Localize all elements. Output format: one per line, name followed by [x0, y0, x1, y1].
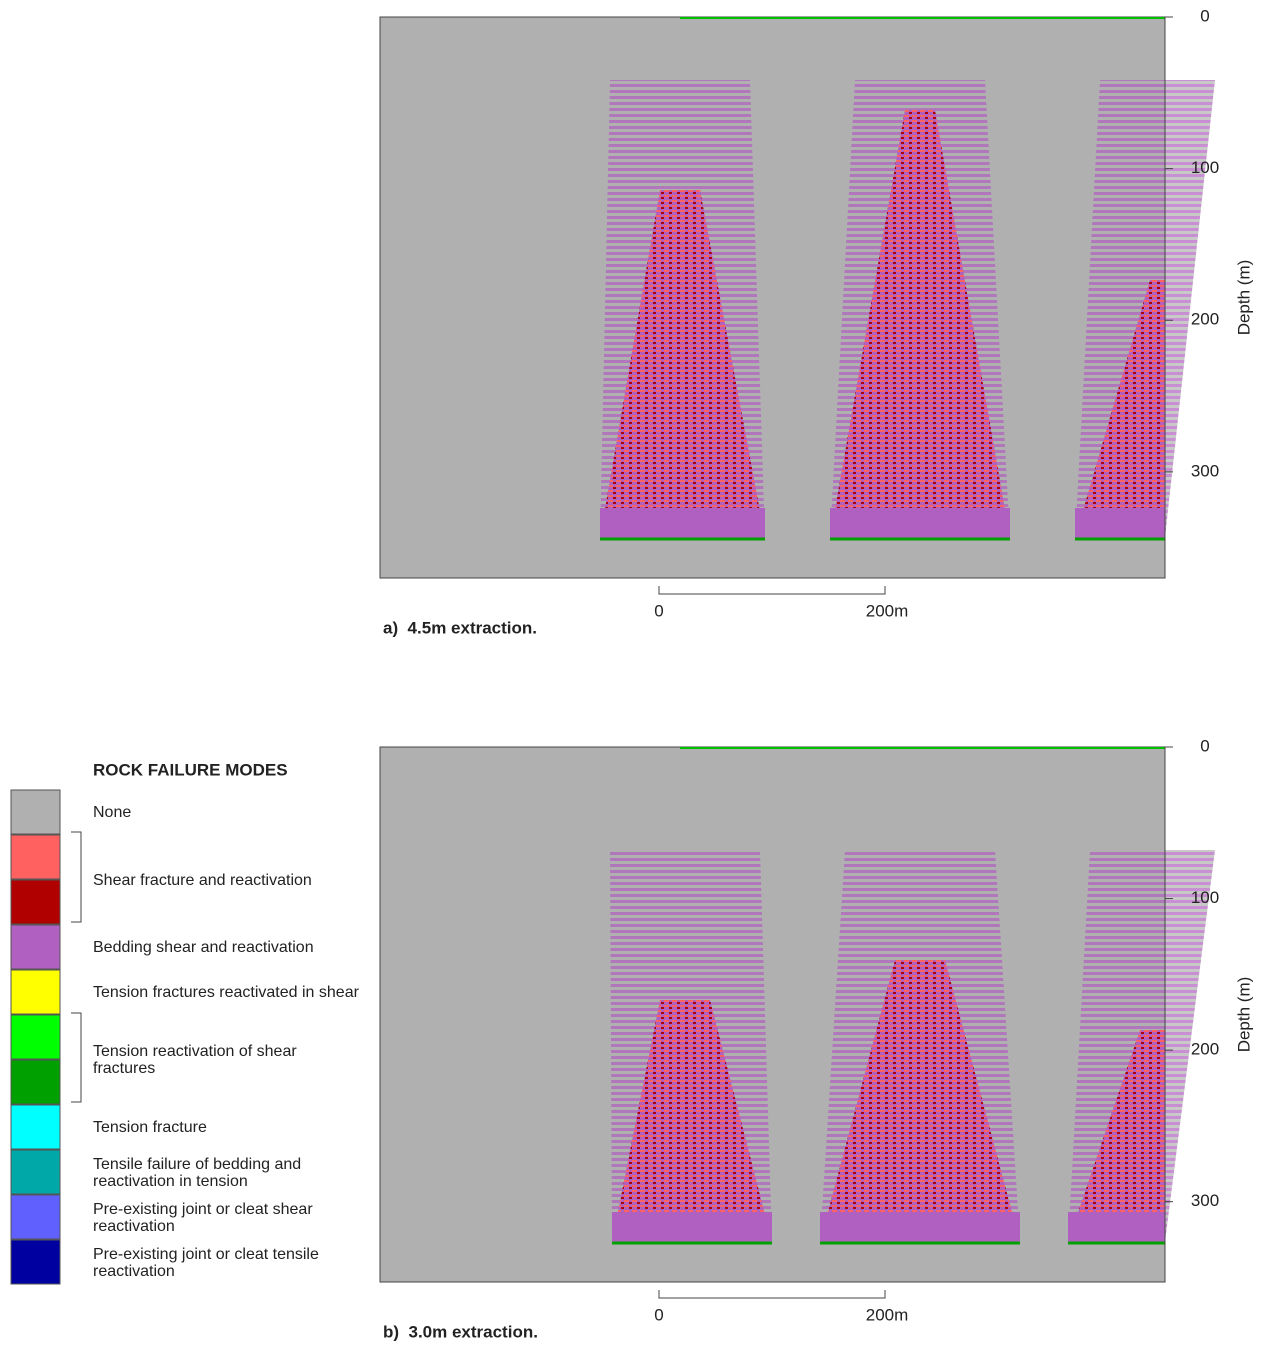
legend-label: Bedding shear and reactivation — [93, 939, 314, 956]
model-image — [379, 16, 1166, 579]
legend-swatch — [10, 969, 61, 1015]
legend-swatch — [10, 1014, 61, 1060]
legend-swatch — [10, 1149, 61, 1195]
legend-bracket — [71, 831, 82, 923]
legend-swatch — [10, 1059, 61, 1105]
failure-zone — [600, 190, 765, 538]
legend-label: Tension reactivation of shear fractures — [93, 1043, 297, 1077]
goaf-band — [600, 508, 765, 538]
y-tick-label: 100 — [1191, 158, 1219, 177]
axis-label: Depth (m) — [1234, 260, 1253, 336]
y-tick-label: 100 — [1191, 888, 1219, 907]
scale-bar — [658, 586, 886, 595]
failure-zone — [612, 1000, 772, 1242]
y-tick-label: 200 — [1191, 310, 1219, 329]
failure-zone — [1068, 1030, 1165, 1242]
legend-label: Tension fracture — [93, 1119, 207, 1136]
goaf-band — [830, 508, 1010, 538]
failure-zone — [820, 960, 1020, 1242]
axis-label: Depth (m) — [1234, 977, 1253, 1053]
scale-label: 200m — [866, 601, 909, 620]
y-tick-label: 0 — [1200, 736, 1209, 755]
goaf-band — [820, 1212, 1020, 1242]
legend-swatch — [10, 1194, 61, 1240]
legend-label: Tension fractures reactivated in shear — [93, 984, 359, 1001]
model-image — [379, 746, 1166, 1283]
y-tick-label: 300 — [1191, 1191, 1219, 1210]
legend-swatch — [10, 1104, 61, 1150]
y-tick-label: 200 — [1191, 1040, 1219, 1059]
legend-title: ROCK FAILURE MODES — [93, 760, 288, 779]
y-tick-label: 300 — [1191, 461, 1219, 480]
goaf-band — [1075, 508, 1165, 538]
legend-label: None — [93, 804, 132, 821]
goaf-band — [612, 1212, 772, 1242]
legend-swatch — [10, 834, 61, 880]
legend-swatch — [10, 789, 61, 835]
y-tick-label: 0 — [1200, 6, 1209, 25]
caption: a) 4.5m extraction. — [383, 618, 537, 637]
legend-swatch — [10, 924, 61, 970]
failure-zone — [1075, 280, 1165, 538]
goaf-band — [1068, 1212, 1165, 1242]
scale-label: 0 — [654, 601, 663, 620]
legend-swatch — [10, 879, 61, 925]
legend-label: Tensile failure of bedding and reactivat… — [93, 1155, 302, 1190]
legend-label: Shear fracture and reactivation — [93, 871, 312, 889]
failure-zone — [830, 110, 1010, 538]
legend-label: Pre-existing joint or cleat shear reacti… — [93, 1200, 313, 1235]
caption: b) 3.0m extraction. — [383, 1322, 538, 1341]
legend-bracket — [71, 1012, 82, 1103]
scale-label: 200m — [866, 1305, 909, 1324]
scale-bar — [658, 1290, 886, 1299]
scale-label: 0 — [654, 1305, 663, 1324]
legend-label: Pre-existing joint or cleat tensile reac… — [93, 1245, 319, 1280]
legend-swatch — [10, 1239, 61, 1285]
